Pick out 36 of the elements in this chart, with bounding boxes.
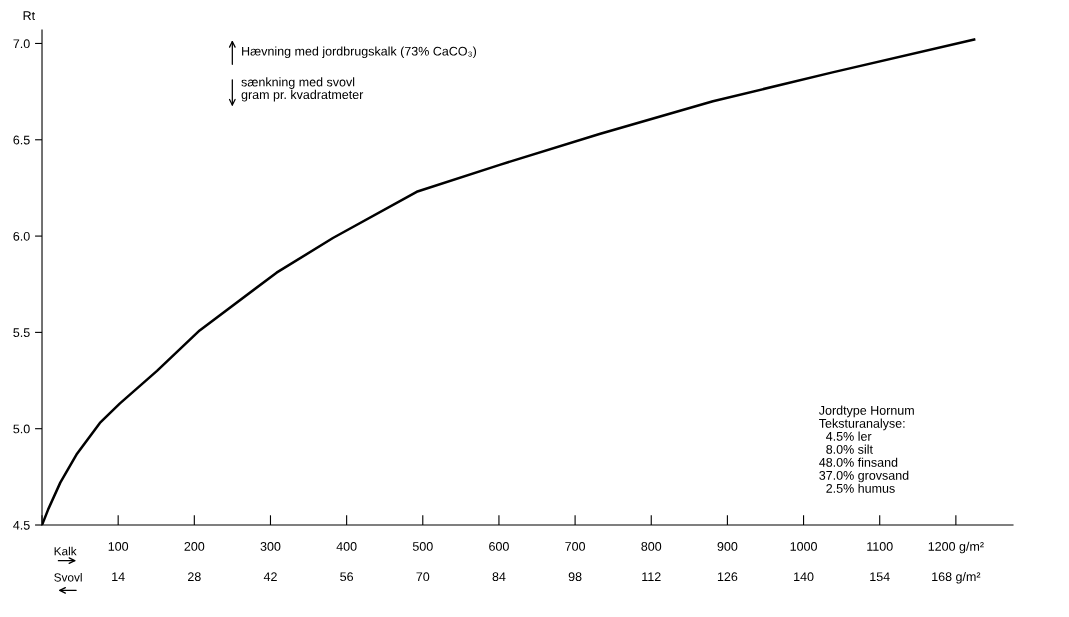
x2-tick-label: 126 [717, 572, 738, 582]
x-tick-label: 1100 [867, 542, 893, 551]
x2-tick-label: 14 [112, 572, 125, 581]
x2-tick-label: 168 g/m² [932, 571, 981, 584]
x2-tick-label: 28 [188, 572, 201, 582]
x-tick-label: 400 [336, 542, 357, 551]
y-tick-label: 6.0 [13, 231, 30, 241]
x2-tick-label: 42 [263, 572, 277, 581]
x-tick-label: 100 [108, 542, 129, 551]
x-tick-label: 800 [641, 542, 662, 551]
x-tick-label: 600 [489, 542, 509, 551]
text: Kalk [54, 546, 77, 556]
x2-tick-label: 112 [642, 572, 661, 581]
x2-tick-label: 154 [870, 572, 890, 582]
x-tick-label: 300 [260, 542, 281, 551]
y-axis-title: Rt [23, 11, 35, 21]
y-tick-label: 4.5 [13, 520, 30, 530]
y-tick-label: 5.0 [13, 424, 30, 434]
x-tick-label: 1200 g/m² [928, 541, 984, 554]
x-tick-label: 500 [412, 542, 433, 551]
y-tick-label: 5.5 [13, 328, 30, 338]
x2-tick-label: 56 [340, 572, 354, 582]
x-tick-label: 200 [184, 542, 205, 551]
x2-tick-label: 98 [568, 572, 582, 582]
y-tick-label: 7.0 [13, 39, 30, 49]
x2-tick-label: 140 [794, 572, 814, 582]
x2-tick-label: 84 [492, 572, 506, 582]
annotation: Jordtype Hornum Teksturanalyse: 4.5% ler 8.0% silt 48.0% finsand 37.0% grovsand 2.5% humus [818, 405, 914, 493]
x-tick-label: 900 [717, 542, 738, 551]
annotation: Hævning med jordbrugskalk (73% CaCO₃) [242, 46, 477, 59]
x-tick-label: 1000 [790, 542, 817, 551]
text: Svovl [54, 572, 82, 582]
x-tick-label: 700 [565, 542, 586, 551]
annotation: sænkning med svovl gram pr. kvadratmeter [241, 77, 364, 102]
x2-tick-label: 70 [416, 572, 430, 582]
y-tick-label: 6.5 [13, 135, 30, 145]
